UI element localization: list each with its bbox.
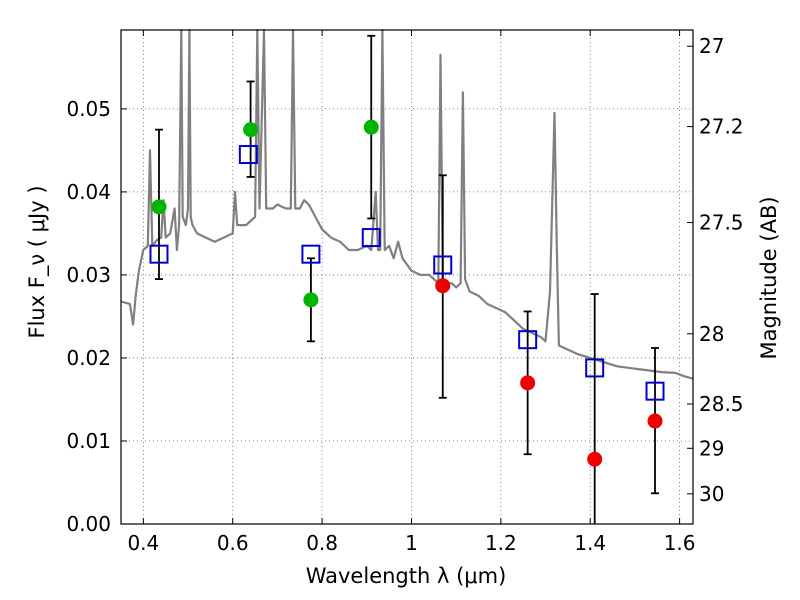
detected-series bbox=[151, 119, 379, 308]
y-ticks: 0.00 0.01 0.02 0.03 0.04 0.05 bbox=[66, 97, 127, 536]
x-ticks: 0.4 0.6 0.8 1 1.2 1.4 1.6 bbox=[127, 30, 696, 555]
grid bbox=[121, 30, 693, 525]
x-axis-label: Wavelength λ (μm) bbox=[306, 564, 507, 588]
model-point bbox=[645, 381, 665, 401]
x-tick-label: 1.6 bbox=[664, 531, 696, 555]
x-tick-label: 0.8 bbox=[306, 531, 338, 555]
upper-point bbox=[520, 375, 536, 391]
x-tick-label: 0.6 bbox=[217, 531, 249, 555]
y-tick-label: 0.04 bbox=[66, 180, 111, 204]
upper-point bbox=[435, 278, 451, 294]
y2-axis-label: Magnitude (AB) bbox=[757, 196, 781, 359]
spectrum-line bbox=[120, 28, 694, 380]
plot-frame bbox=[120, 29, 694, 525]
model-point bbox=[149, 244, 169, 264]
x-tick-label: 1.2 bbox=[485, 531, 517, 555]
y2-tick-label: 29 bbox=[699, 436, 724, 460]
model-point bbox=[433, 255, 453, 275]
model-point bbox=[361, 228, 381, 248]
x-tick-label: 1 bbox=[405, 531, 418, 555]
x-tick-label: 1.4 bbox=[574, 531, 606, 555]
detected-point bbox=[363, 119, 379, 135]
model-series bbox=[149, 145, 665, 401]
spectrum-series bbox=[120, 28, 694, 380]
detected-point bbox=[243, 122, 259, 138]
y2-tick-label: 27 bbox=[699, 34, 724, 58]
model-point bbox=[518, 330, 538, 350]
y2-tick-label: 30 bbox=[699, 482, 724, 506]
detected-point bbox=[151, 199, 167, 215]
model-point bbox=[238, 145, 258, 165]
x-tick-label: 0.4 bbox=[127, 531, 159, 555]
y-tick-label: 0.03 bbox=[66, 263, 111, 287]
y-axis-label: Flux F_ν ( μJy ) bbox=[25, 185, 50, 338]
y-tick-label: 0.01 bbox=[66, 429, 111, 453]
axes bbox=[120, 29, 694, 525]
upper-point bbox=[587, 451, 603, 467]
detected-point bbox=[303, 292, 319, 308]
y2-tick-label: 27.2 bbox=[699, 115, 744, 139]
y-tick-label: 0.02 bbox=[66, 346, 111, 370]
y2-tick-label: 28.5 bbox=[699, 392, 744, 416]
model-point bbox=[301, 244, 321, 264]
y2-tick-label: 27.5 bbox=[699, 211, 744, 235]
model-point bbox=[585, 358, 605, 378]
errorbar-series bbox=[154, 34, 660, 524]
y2-tick-label: 28 bbox=[699, 322, 724, 346]
upper-point bbox=[647, 413, 663, 429]
y2-ticks: 27 27.2 27.5 28 28.5 29 30 bbox=[687, 34, 744, 506]
upper-series bbox=[435, 278, 663, 467]
y-tick-label: 0.05 bbox=[66, 97, 111, 121]
y-tick-label: 0.00 bbox=[66, 512, 111, 536]
